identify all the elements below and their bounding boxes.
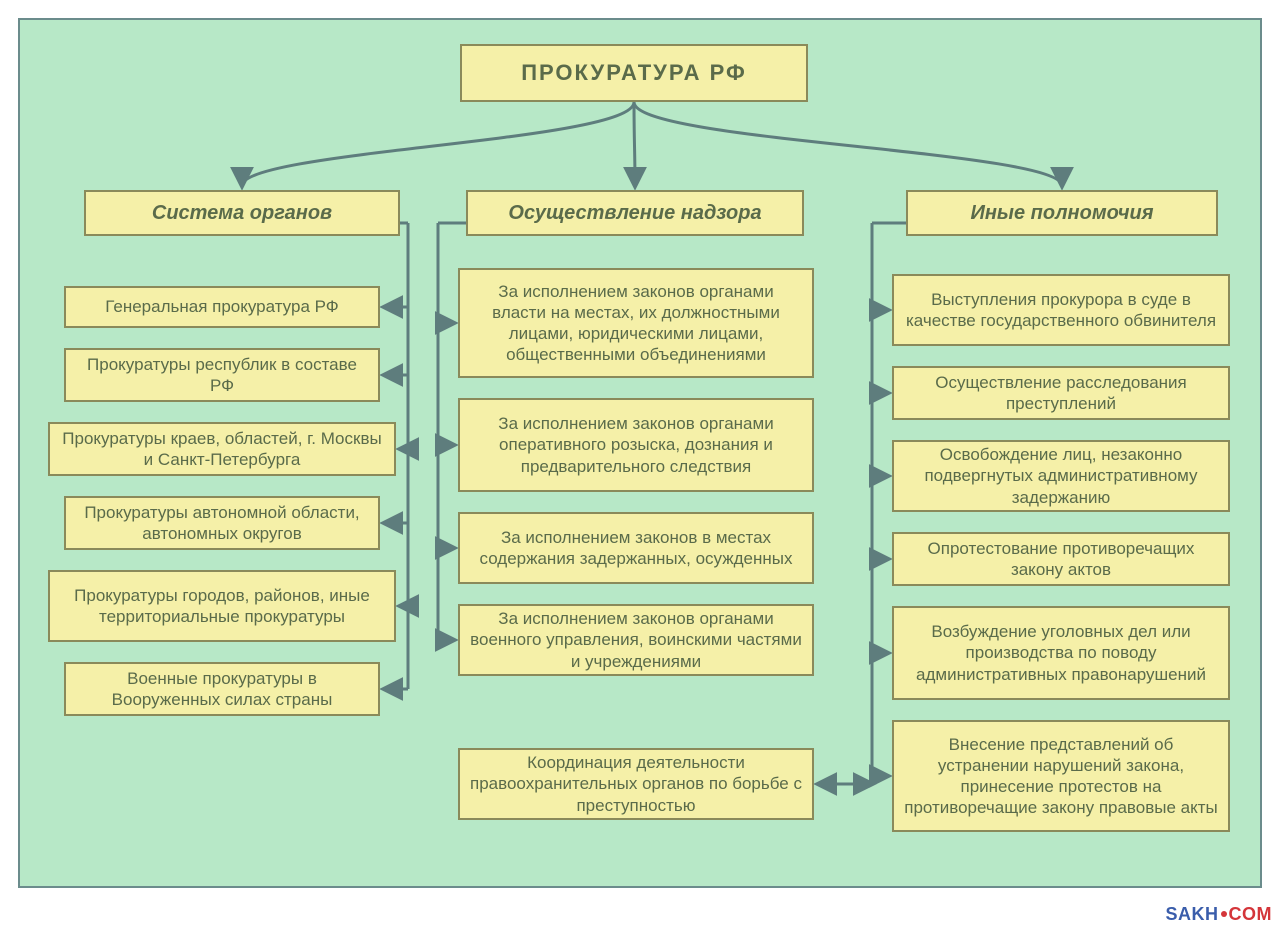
column-header-0-label: Система органов (152, 201, 332, 226)
column-1-item-2-label: За исполнением законов в местах содержан… (470, 527, 802, 570)
column-1-item-3: За исполнением законов органами военного… (458, 604, 814, 676)
column-0-item-1: Прокуратуры республик в составе РФ (64, 348, 380, 402)
column-2-item-0: Выступления прокурора в суде в качестве … (892, 274, 1230, 346)
column-1-item-1-label: За исполнением законов органами оператив… (470, 413, 802, 477)
title-label: ПРОКУРАТУРА РФ (521, 59, 747, 87)
column-0-item-4-label: Прокуратуры городов, районов, иные терри… (60, 585, 384, 628)
column-1-item-1: За исполнением законов органами оператив… (458, 398, 814, 492)
column-0-item-5-label: Военные прокуратуры в Вооруженных силах … (76, 668, 368, 711)
column-2-item-4: Возбуждение уголовных дел или производст… (892, 606, 1230, 700)
column-1-extra-label: Координация деятельности правоохранитель… (470, 752, 802, 816)
diagram-frame: ПРОКУРАТУРА РФ Система органов Генеральна… (18, 18, 1262, 888)
title-box: ПРОКУРАТУРА РФ (460, 44, 808, 102)
column-1-item-2: За исполнением законов в местах содержан… (458, 512, 814, 584)
watermark: SAKH COM (1165, 904, 1272, 925)
column-2-item-2: Освобождение лиц, незаконно подвергнутых… (892, 440, 1230, 512)
column-header-0: Система органов (84, 190, 400, 236)
column-0-item-2-label: Прокуратуры краев, областей, г. Москвы и… (60, 428, 384, 471)
column-2-item-5: Внесение представлений об устранении нар… (892, 720, 1230, 832)
column-1-item-0: За исполнением законов органами власти н… (458, 268, 814, 378)
column-2-item-1: Осуществление расследования преступлений (892, 366, 1230, 420)
column-2-item-4-label: Возбуждение уголовных дел или производст… (904, 621, 1218, 685)
column-0-item-2: Прокуратуры краев, областей, г. Москвы и… (48, 422, 396, 476)
column-1-extra: Координация деятельности правоохранитель… (458, 748, 814, 820)
column-2-item-1-label: Осуществление расследования преступлений (904, 372, 1218, 415)
watermark-part2: COM (1229, 904, 1273, 924)
column-2-item-3-label: Опротестование противоречащих закону акт… (904, 538, 1218, 581)
column-2-item-0-label: Выступления прокурора в суде в качестве … (904, 289, 1218, 332)
column-header-1: Осуществление надзора (466, 190, 804, 236)
column-0-item-1-label: Прокуратуры республик в составе РФ (76, 354, 368, 397)
column-header-1-label: Осуществление надзора (508, 201, 761, 226)
column-header-2-label: Иные полномочия (970, 201, 1153, 226)
column-0-item-3-label: Прокуратуры автономной области, автономн… (76, 502, 368, 545)
column-0-item-0-label: Генеральная прокуратура РФ (105, 296, 338, 317)
column-1-item-3-label: За исполнением законов органами военного… (470, 608, 802, 672)
watermark-dot (1221, 911, 1227, 917)
column-0-item-4: Прокуратуры городов, районов, иные терри… (48, 570, 396, 642)
column-2-item-5-label: Внесение представлений об устранении нар… (904, 734, 1218, 819)
column-0-item-5: Военные прокуратуры в Вооруженных силах … (64, 662, 380, 716)
watermark-part1: SAKH (1165, 904, 1218, 924)
column-2-item-3: Опротестование противоречащих закону акт… (892, 532, 1230, 586)
column-header-2: Иные полномочия (906, 190, 1218, 236)
column-2-item-2-label: Освобождение лиц, незаконно подвергнутых… (904, 444, 1218, 508)
column-0-item-3: Прокуратуры автономной области, автономн… (64, 496, 380, 550)
column-0-item-0: Генеральная прокуратура РФ (64, 286, 380, 328)
column-1-item-0-label: За исполнением законов органами власти н… (470, 281, 802, 366)
